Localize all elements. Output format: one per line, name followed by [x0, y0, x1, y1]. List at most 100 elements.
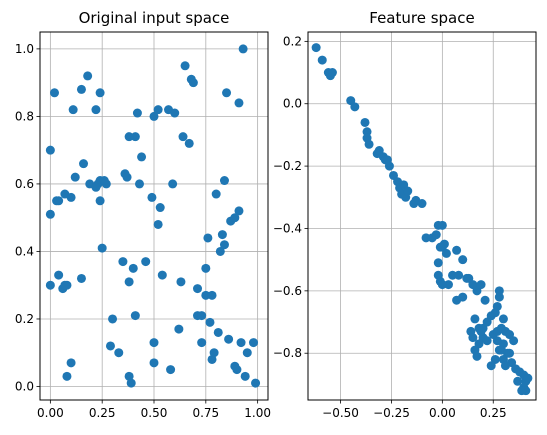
- y-tick-label: −0.4: [273, 221, 302, 235]
- scatter-point: [437, 280, 447, 290]
- scatter-point: [242, 348, 252, 358]
- x-tick-label: 0.50: [141, 406, 168, 420]
- scatter-point: [124, 132, 134, 142]
- scatter-point: [45, 280, 55, 290]
- scatter-point: [95, 196, 105, 206]
- scatter-point: [509, 336, 519, 346]
- chart-title: Feature space: [369, 9, 474, 27]
- scatter-point: [108, 314, 118, 324]
- scatter-point: [234, 206, 244, 216]
- scatter-point: [211, 189, 221, 199]
- y-tick-label: 0.6: [15, 177, 34, 191]
- scatter-point: [417, 199, 427, 209]
- scatter-point: [201, 290, 211, 300]
- scatter-point: [505, 348, 515, 358]
- scatter-point: [452, 245, 462, 255]
- scatter-point: [224, 334, 234, 344]
- scatter-point: [219, 176, 229, 186]
- scatter-point: [97, 243, 107, 253]
- scatter-point: [431, 230, 441, 240]
- scatter-point: [83, 71, 93, 81]
- scatter-point: [238, 44, 248, 54]
- scatter-point: [232, 365, 242, 375]
- scatter-point: [207, 290, 217, 300]
- scatter-point: [207, 354, 217, 364]
- scatter-point: [188, 78, 198, 88]
- chart-title: Original input space: [79, 9, 230, 27]
- y-tick-label: 0.0: [283, 97, 302, 111]
- scatter-point: [437, 220, 447, 230]
- scatter-point: [91, 105, 101, 115]
- scatter-point: [66, 358, 76, 368]
- scatter-point: [360, 117, 370, 127]
- scatter-point: [496, 345, 506, 355]
- scatter-point: [213, 327, 223, 337]
- scatter-point: [362, 127, 372, 137]
- scatter-point: [492, 336, 502, 346]
- scatter-point: [141, 257, 151, 267]
- scatter-point: [435, 242, 445, 252]
- scatter-point: [458, 255, 468, 265]
- scatter-point: [137, 152, 147, 162]
- scatter-point: [124, 371, 134, 381]
- scatter-point: [311, 43, 321, 53]
- scatter-point: [118, 257, 128, 267]
- scatter-point: [486, 361, 496, 371]
- scatter-point: [66, 192, 76, 202]
- scatter-point: [122, 172, 132, 182]
- scatter-points: [45, 44, 261, 388]
- scatter-point: [91, 182, 101, 192]
- scatter-point: [317, 55, 327, 65]
- scatter-point: [498, 314, 508, 324]
- scatter-point: [124, 277, 134, 287]
- scatter-point: [149, 358, 159, 368]
- scatter-point: [222, 88, 232, 98]
- scatter-point: [128, 263, 138, 273]
- scatter-point: [482, 336, 492, 346]
- scatter-point: [327, 68, 337, 78]
- scatter-point: [470, 314, 480, 324]
- y-tick-label: 0.4: [15, 244, 34, 258]
- scatter-point: [70, 172, 80, 182]
- y-tick-label: −0.2: [273, 159, 302, 173]
- scatter-point: [114, 348, 124, 358]
- scatter-point: [126, 378, 136, 388]
- scatter-point: [203, 233, 213, 243]
- scatter-point: [517, 386, 527, 396]
- scatter-point: [178, 132, 188, 142]
- scatter-point: [130, 132, 140, 142]
- y-tick-label: −0.8: [273, 346, 302, 360]
- scatter-point: [60, 280, 70, 290]
- scatter-point: [476, 280, 486, 290]
- scatter-point: [494, 292, 504, 302]
- scatter-point: [472, 351, 482, 361]
- scatter-point: [476, 326, 486, 336]
- x-tick-label: 0.75: [192, 406, 219, 420]
- scatter-point: [153, 105, 163, 115]
- y-tick-label: −0.6: [273, 284, 302, 298]
- scatter-point: [234, 98, 244, 108]
- scatter-point: [174, 324, 184, 334]
- axis-ticks: −0.50 −0.25 0.00 0.25 −0.8 −0.6 −0.4 −0.2 0.0 0.2: [273, 34, 507, 420]
- scatter-point: [403, 186, 413, 196]
- scatter-point: [149, 338, 159, 348]
- scatter-point: [62, 371, 72, 381]
- x-tick-label: −0.25: [373, 406, 410, 420]
- scatter-point: [219, 240, 229, 250]
- scatter-point: [364, 139, 374, 149]
- grid: [308, 32, 536, 400]
- scatter-point: [45, 209, 55, 219]
- scatter-point: [205, 317, 215, 327]
- scatter-point: [176, 277, 186, 287]
- scatter-point: [492, 301, 502, 311]
- scatter-point: [147, 192, 157, 202]
- scatter-point: [184, 138, 194, 148]
- scatter-point: [45, 145, 55, 155]
- y-tick-label: 0.8: [15, 109, 34, 123]
- scatter-point: [130, 311, 140, 321]
- y-tick-label: 0.2: [15, 312, 34, 326]
- scatter-point: [454, 270, 464, 280]
- scatter-point: [523, 373, 533, 383]
- scatter-point: [240, 371, 250, 381]
